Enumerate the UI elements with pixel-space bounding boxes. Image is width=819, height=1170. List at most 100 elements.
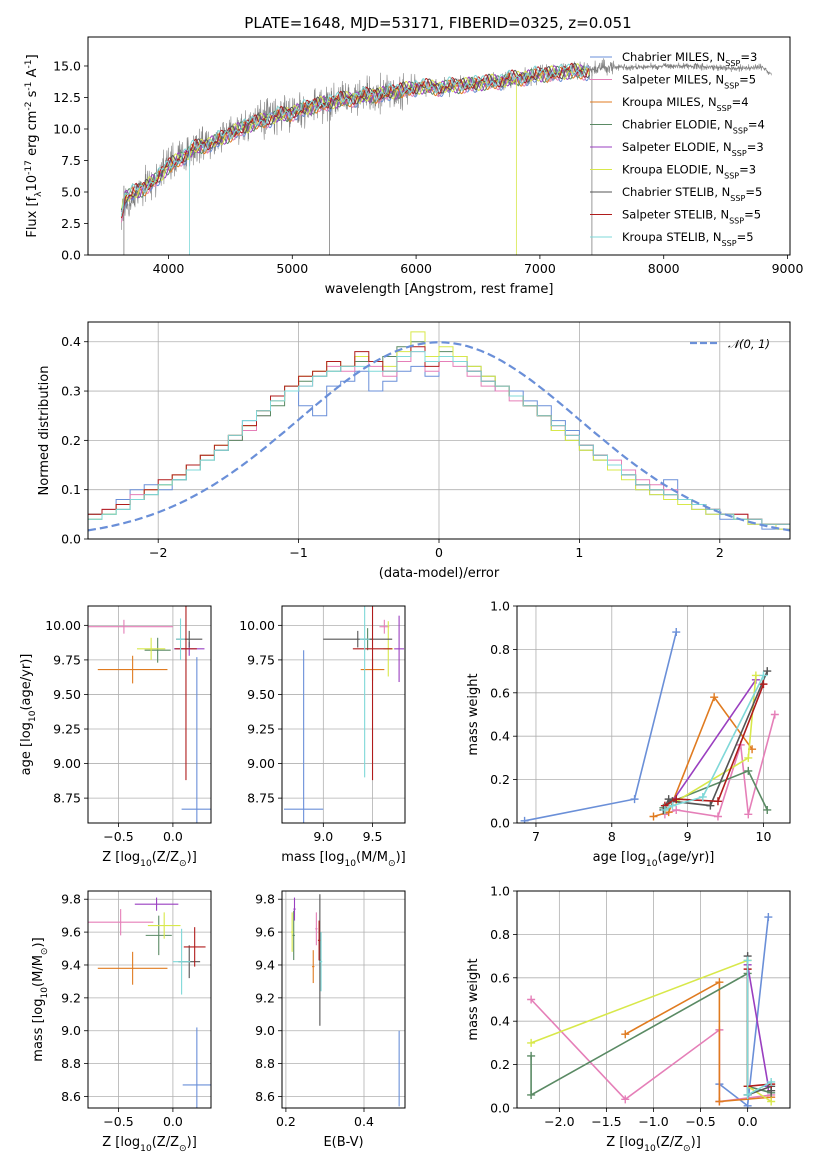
mass_weight_vs_age-ylabel: mass weight	[466, 673, 481, 755]
age_vs_Z-plot-area	[88, 606, 211, 823]
legend-label-3: Chabrier ELODIE, NSSP=4	[622, 118, 765, 136]
age_vs_mass-xtick-label: 9.0	[313, 829, 333, 844]
residuals-ytick-label: 0.1	[61, 482, 81, 497]
plot-layer: 4000 5000 6000 7000 8000 90000.02.55.07.510.0…	[19, 36, 803, 1154]
age_vs_Z-ytick-label: 10.00	[45, 618, 81, 633]
mass_weight_vs_age-ytick-label: 0.6	[490, 685, 510, 700]
mass_weight_vs_Z-ytick-label: 0.8	[490, 927, 510, 942]
legend-label-6: Chabrier STELIB, NSSP=5	[622, 185, 762, 203]
residuals-xtick-label: −1	[289, 545, 307, 560]
mass_weight_vs_Z-line-series-1	[530, 998, 772, 1103]
mass_weight_vs_Z-marker-series-3	[527, 1051, 536, 1060]
residuals-ytick-label: 0.4	[61, 334, 81, 349]
mass_vs_ebv-frame	[281, 890, 406, 1109]
mass_weight_vs_age-xtick-label: 8	[608, 829, 616, 844]
mass_weight_vs_Z-marker-series-2	[715, 978, 724, 987]
mass_weight_vs_age-marker-series-6	[706, 801, 715, 810]
mass_weight_vs_Z-marker-series-2	[715, 1097, 724, 1106]
mass_weight_vs_age-marker-series-0	[520, 816, 529, 823]
mass_weight_vs_age-line-series-4	[671, 679, 757, 802]
legend-label-5: Kroupa ELODIE, NSSP=3	[622, 163, 756, 181]
residuals-ytick-label: 0.2	[61, 433, 81, 448]
mass_weight_vs_age-marker-series-8	[759, 671, 768, 680]
mass_weight_vs_Z-marker-series-8	[767, 1077, 776, 1086]
mass_vs_Z-ylabel: mass [log10(M/M⊙)]	[31, 937, 50, 1061]
mass_weight_vs_age-marker-series-7	[713, 797, 722, 806]
mass_weight_vs_Z-xtick-label: −0.5	[685, 1114, 715, 1129]
legend-label-2: Kroupa MILES, NSSP=4	[622, 95, 749, 113]
age_vs_Z-xtick-label: 0.0	[163, 829, 183, 844]
residuals-ylabel: Normed distribution	[37, 366, 52, 496]
mass_weight_vs_Z-marker-series-8	[743, 1090, 752, 1099]
mass_weight_vs_age-ytick-label: 0.8	[490, 642, 510, 657]
mass_vs_ebv-ytick-label: 8.8	[255, 1056, 275, 1071]
spectrum-ytick-label: 2.5	[61, 216, 81, 231]
mass_weight_vs_Z-marker-series-3	[527, 1090, 536, 1099]
mass_weight_vs_Z-ytick-label: 0.2	[490, 1057, 510, 1072]
mass_vs_Z-plot-area	[88, 897, 211, 1108]
residuals-xtick-label: 2	[716, 545, 724, 560]
mass_weight_vs_Z-marker-series-8	[743, 956, 752, 965]
age_vs_mass-ytick-label: 8.75	[247, 791, 275, 806]
spectrum-ytick-label: 7.5	[61, 153, 81, 168]
mass_weight_vs_age-marker-series-1	[672, 805, 681, 814]
mass_vs_Z-ytick-label: 9.6	[61, 925, 81, 940]
mass_weight_vs_age-line-series-0	[524, 631, 678, 822]
age_vs_mass-xtick-label: 9.5	[363, 829, 383, 844]
legend-label-8: Kroupa STELIB, NSSP=5	[622, 230, 754, 248]
mass_vs_ebv-ytick-label: 9.2	[255, 990, 275, 1005]
spectrum-ytick-label: 12.5	[53, 90, 81, 105]
spectrum-xtick-label: 6000	[400, 261, 432, 276]
mass_weight_vs_age-ytick-label: 0.0	[490, 816, 510, 831]
mass_weight_vs_age-xtick-label: 9	[684, 829, 692, 844]
spectrum-ytick-label: 10.0	[53, 121, 81, 136]
legend-label-7: Salpeter STELIB, NSSP=5	[622, 208, 761, 226]
age_vs_Z-xlabel: Z [log10(Z/Z⊙)]	[102, 850, 197, 869]
mass_weight_vs_age-marker-series-1	[770, 710, 779, 719]
age_vs_mass-plot-area	[283, 606, 405, 823]
age_vs_mass-frame	[281, 605, 406, 824]
residuals-ytick-label: 0.0	[61, 532, 81, 547]
age_vs_mass-xlabel: mass [log10(M/M⊙)]	[281, 850, 405, 869]
age_vs_mass-ytick-label: 9.25	[247, 722, 275, 737]
mass_vs_Z-ytick-label: 8.8	[61, 1056, 81, 1071]
age_vs_mass-ytick-label: 10.00	[239, 618, 275, 633]
mass_vs_Z-ytick-label: 9.8	[61, 892, 81, 907]
residuals-xtick-label: 0	[435, 545, 443, 560]
mass_weight_vs_Z-line-series-2	[624, 980, 772, 1103]
mass_weight_vs_Z-marker-series-0	[743, 1101, 752, 1108]
mass_vs_ebv-ytick-label: 9.8	[255, 892, 275, 907]
mass_weight_vs_Z-xtick-label: −1.0	[638, 1114, 668, 1129]
age_vs_Z-ylabel: age [log10(age/yr)]	[19, 654, 38, 776]
mass_vs_Z-xtick-label: −0.5	[103, 1114, 133, 1129]
mass_weight_vs_age-marker-series-5	[751, 671, 760, 680]
mass_weight_vs_Z-plot-area	[527, 913, 776, 1108]
spectrum-xlabel: wavelength [Angstrom, rest frame]	[325, 282, 554, 297]
mass_vs_Z-ytick-label: 9.2	[61, 990, 81, 1005]
mass_vs_Z-xlabel: Z [log10(Z/Z⊙)]	[102, 1135, 197, 1154]
mass_weight_vs_age-line-series-1	[664, 714, 776, 818]
spectrum-ytick-label: 15.0	[53, 58, 81, 73]
mass_weight_vs_age-marker-series-1	[713, 812, 722, 821]
mass_vs_ebv-xtick-label: 0.2	[276, 1114, 296, 1129]
mass_weight_vs_age-xtick-label: 7	[532, 829, 540, 844]
normal-legend-label: 𝒩(0, 1)	[728, 337, 770, 351]
model-spectrum-series-3	[120, 65, 590, 210]
mass_weight_vs_Z-marker-series-1	[527, 995, 536, 1004]
spectrum-plot-area	[120, 58, 772, 255]
mass_weight_vs_age-marker-series-8	[668, 801, 677, 810]
mass_weight_vs_Z-ytick-label: 0.4	[490, 1014, 510, 1029]
mass_weight_vs_Z-frame	[516, 890, 791, 1109]
mass_weight_vs_Z-marker-series-5	[527, 1038, 536, 1047]
mass_vs_ebv-xtick-label: 0.4	[354, 1114, 374, 1129]
mass_weight_vs_age-frame	[516, 605, 791, 824]
age_vs_mass-ytick-label: 9.75	[247, 652, 275, 667]
mass_weight_vs_age-xlabel: age [log10(age/yr)]	[593, 850, 715, 869]
legend-label-4: Salpeter ELODIE, NSSP=3	[622, 140, 764, 158]
spectrum-title: PLATE=1648, MJD=53171, FIBERID=0325, z=0…	[244, 14, 631, 32]
mass_weight_vs_Z-xlabel: Z [log10(Z/Z⊙)]	[606, 1135, 701, 1154]
spectrum-ylabel: Flux [fλ10-17 erg cm-2 s-1 A-1]	[24, 54, 44, 237]
mass_vs_ebv-ytick-label: 8.6	[255, 1089, 275, 1104]
residuals-xtick-label: −2	[149, 545, 167, 560]
